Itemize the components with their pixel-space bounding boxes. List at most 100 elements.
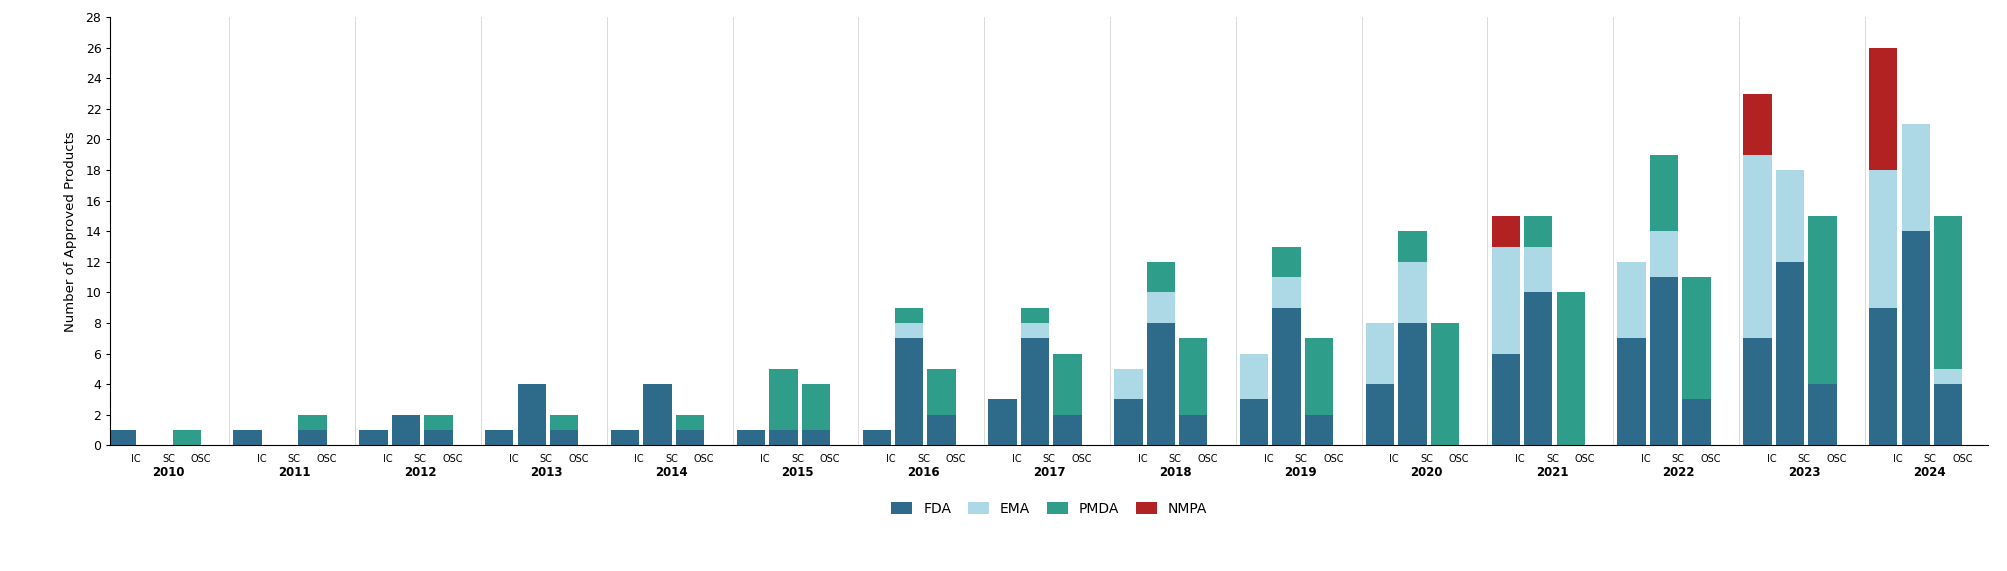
Bar xyxy=(676,430,704,445)
Bar xyxy=(1397,262,1425,323)
Bar xyxy=(1650,231,1678,277)
Text: SC: SC xyxy=(1295,454,1307,464)
Bar xyxy=(1272,277,1301,308)
Text: 2015: 2015 xyxy=(781,466,813,479)
Bar xyxy=(1869,48,1897,170)
Bar xyxy=(550,430,578,445)
Bar xyxy=(1054,353,1082,415)
Text: 2012: 2012 xyxy=(403,466,436,479)
Bar xyxy=(987,400,1016,445)
Text: SC: SC xyxy=(287,454,301,464)
Y-axis label: Number of Approved Products: Number of Approved Products xyxy=(64,131,76,332)
Text: 2024: 2024 xyxy=(1913,466,1945,479)
Text: SC: SC xyxy=(1419,454,1433,464)
Bar xyxy=(1933,384,1961,445)
Text: SC: SC xyxy=(664,454,678,464)
Bar xyxy=(769,369,797,430)
Bar xyxy=(801,384,829,430)
Bar xyxy=(1272,308,1301,445)
Text: 2011: 2011 xyxy=(277,466,311,479)
Text: IC: IC xyxy=(885,454,895,464)
Bar xyxy=(895,338,923,445)
Bar xyxy=(1742,94,1770,155)
Text: OSC: OSC xyxy=(1323,454,1343,464)
Bar xyxy=(391,415,419,445)
Bar xyxy=(1808,216,1836,384)
Bar xyxy=(486,430,514,445)
Legend: FDA, EMA, PMDA, NMPA: FDA, EMA, PMDA, NMPA xyxy=(891,501,1206,516)
Bar xyxy=(1555,292,1584,445)
Bar xyxy=(423,430,452,445)
Bar xyxy=(1616,262,1646,338)
Text: 2021: 2021 xyxy=(1535,466,1567,479)
Bar xyxy=(1114,400,1142,445)
Text: OSC: OSC xyxy=(317,454,337,464)
Text: OSC: OSC xyxy=(1196,454,1216,464)
Bar xyxy=(1272,247,1301,277)
Bar xyxy=(299,415,327,430)
Text: SC: SC xyxy=(540,454,552,464)
Bar xyxy=(1523,292,1551,445)
Bar xyxy=(1365,384,1393,445)
Bar xyxy=(1178,338,1206,415)
Bar xyxy=(423,415,452,430)
Bar xyxy=(1397,323,1425,445)
Text: SC: SC xyxy=(1168,454,1180,464)
Bar xyxy=(1146,323,1174,445)
Bar xyxy=(737,430,765,445)
Bar xyxy=(769,430,797,445)
Bar xyxy=(1431,323,1459,445)
Bar xyxy=(550,415,578,430)
Bar xyxy=(642,384,672,445)
Bar xyxy=(1020,323,1050,338)
Text: IC: IC xyxy=(1640,454,1650,464)
Text: 2014: 2014 xyxy=(654,466,688,479)
Text: IC: IC xyxy=(508,454,518,464)
Text: 2020: 2020 xyxy=(1409,466,1443,479)
Text: OSC: OSC xyxy=(442,454,462,464)
Text: IC: IC xyxy=(1893,454,1901,464)
Bar xyxy=(1933,216,1961,369)
Bar xyxy=(1774,262,1802,445)
Text: IC: IC xyxy=(1515,454,1523,464)
Text: 2018: 2018 xyxy=(1158,466,1190,479)
Text: IC: IC xyxy=(130,454,140,464)
Text: IC: IC xyxy=(1138,454,1146,464)
Bar xyxy=(1114,369,1142,400)
Text: SC: SC xyxy=(917,454,929,464)
Bar xyxy=(1305,415,1333,445)
Bar xyxy=(676,415,704,430)
Bar xyxy=(1491,216,1519,247)
Text: IC: IC xyxy=(761,454,769,464)
Bar xyxy=(108,430,136,445)
Text: SC: SC xyxy=(1545,454,1557,464)
Bar xyxy=(1742,155,1770,338)
Bar xyxy=(895,308,923,323)
Bar xyxy=(1808,384,1836,445)
Text: IC: IC xyxy=(634,454,644,464)
Bar xyxy=(1020,308,1050,323)
Bar xyxy=(801,430,829,445)
Text: SC: SC xyxy=(163,454,175,464)
Bar xyxy=(1933,369,1961,384)
Text: OSC: OSC xyxy=(1573,454,1594,464)
Bar xyxy=(1365,323,1393,384)
Bar xyxy=(1397,231,1425,262)
Bar xyxy=(233,430,261,445)
Text: OSC: OSC xyxy=(191,454,211,464)
Text: SC: SC xyxy=(413,454,425,464)
Bar xyxy=(1240,400,1268,445)
Text: IC: IC xyxy=(1389,454,1399,464)
Bar xyxy=(927,369,955,415)
Bar xyxy=(1240,353,1268,400)
Text: SC: SC xyxy=(791,454,803,464)
Text: OSC: OSC xyxy=(945,454,965,464)
Bar xyxy=(359,430,387,445)
Bar xyxy=(1682,400,1710,445)
Bar xyxy=(1178,415,1206,445)
Text: 2022: 2022 xyxy=(1662,466,1694,479)
Text: OSC: OSC xyxy=(1826,454,1846,464)
Bar xyxy=(299,430,327,445)
Text: IC: IC xyxy=(383,454,391,464)
Bar xyxy=(927,415,955,445)
